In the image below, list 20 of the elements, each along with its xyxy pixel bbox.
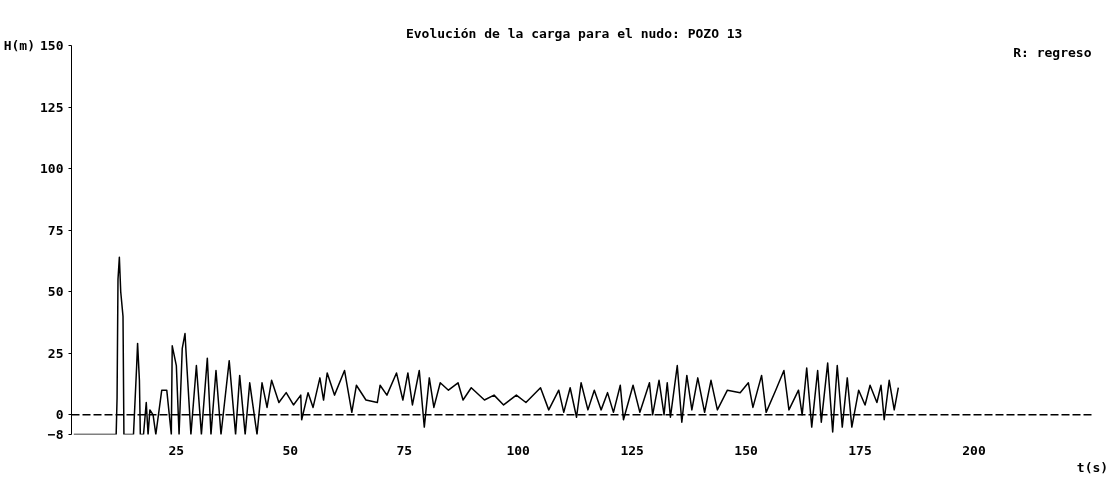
- x-tick-label: 50: [282, 442, 299, 458]
- x-axis-title: t(s): [1076, 459, 1109, 475]
- x-tick-label: 175: [848, 442, 872, 458]
- y-axis-title: H(m): [3, 38, 36, 53]
- annotation: R: regreso: [1013, 44, 1092, 60]
- y-tick-label: 100: [40, 161, 64, 177]
- y-tick-label: −8: [47, 427, 64, 442]
- y-tick-label: 0: [55, 407, 64, 423]
- x-tick-label: 200: [962, 442, 986, 458]
- chart-title: Evolución de la carga para el nudo: POZO 13: [405, 25, 743, 41]
- x-tick-label: 125: [620, 442, 644, 458]
- x-tick-label: 150: [734, 442, 758, 458]
- x-tick-label: 25: [168, 442, 185, 458]
- y-tick-label: 50: [47, 284, 64, 300]
- x-tick-label: 75: [396, 442, 413, 458]
- y-tick-label: 150: [40, 38, 64, 53]
- y-tick-label: 125: [40, 99, 64, 115]
- x-tick-label: 100: [506, 442, 531, 458]
- y-tick-label: 25: [47, 345, 64, 361]
- y-tick-label: 75: [47, 222, 64, 238]
